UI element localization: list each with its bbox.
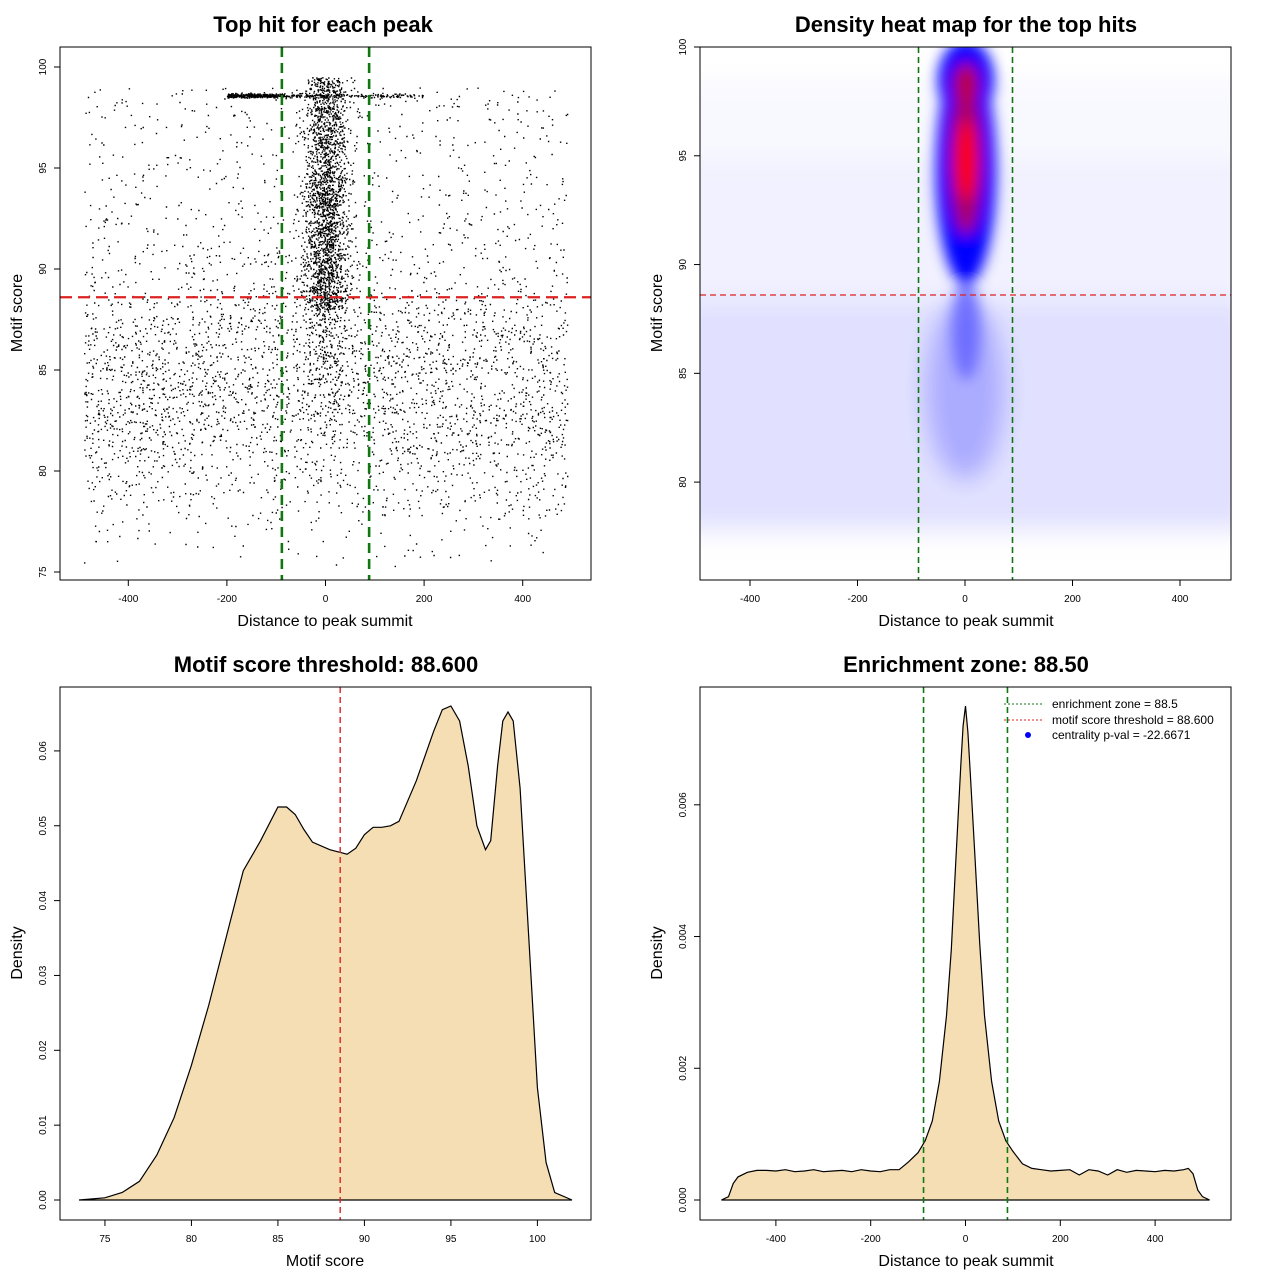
distance-xtick-label-3: 200 bbox=[1052, 1234, 1069, 1245]
heatmap-ytick-label-2: 90 bbox=[678, 259, 689, 271]
score-ytick-label-6: 0.06 bbox=[38, 741, 49, 761]
distance-density-legend: enrichment zone = 88.5 motif score thres… bbox=[1004, 697, 1214, 742]
scatter-title: Top hit for each peak bbox=[213, 12, 433, 37]
distance-density-ylabel: Density bbox=[649, 926, 666, 979]
scatter-ytick-label-2: 85 bbox=[38, 364, 49, 376]
scatter-ytick-label-4: 95 bbox=[38, 162, 49, 174]
score-density-title: Motif score threshold: 88.600 bbox=[174, 652, 478, 677]
distance-density-guides bbox=[922, 687, 1009, 1220]
scatter-ytick-label-0: 75 bbox=[38, 566, 49, 578]
score-density-xlabel: Motif score bbox=[286, 1253, 364, 1270]
scatter-ytick-label-1: 80 bbox=[38, 465, 49, 477]
heatmap-panel: Density heat map for the top hits -400 -2… bbox=[649, 12, 1232, 630]
scatter-y-axis: 75 80 85 90 95 100 bbox=[38, 58, 60, 578]
scatter-point-cloud bbox=[84, 77, 569, 568]
distance-xtick-label-2: 0 bbox=[963, 1234, 969, 1245]
score-xtick-label-2: 85 bbox=[272, 1234, 284, 1245]
score-ytick-label-3: 0.03 bbox=[38, 965, 49, 985]
score-density-area bbox=[78, 705, 573, 1201]
score-density-panel: Motif score threshold: 88.600 75 80 85 90 95… bbox=[9, 652, 592, 1270]
scatter-x-axis: -400 -200 0 200 400 bbox=[118, 580, 531, 605]
score-ytick-label-4: 0.04 bbox=[38, 890, 49, 910]
score-xtick-label-1: 80 bbox=[186, 1234, 198, 1245]
score-density-frame bbox=[59, 686, 592, 1221]
distance-ytick-label-2: 0.004 bbox=[678, 924, 689, 949]
scatter-xlabel: Distance to peak summit bbox=[237, 613, 413, 630]
distance-xtick-label-4: 400 bbox=[1147, 1234, 1164, 1245]
heatmap-ytick-label-1: 85 bbox=[678, 367, 689, 379]
heatmap-xtick-label-4: 400 bbox=[1172, 594, 1189, 605]
distance-ytick-label-0: 0.000 bbox=[678, 1187, 689, 1212]
legend-point-pval bbox=[1025, 732, 1031, 738]
score-xtick-label-5: 100 bbox=[529, 1234, 546, 1245]
distance-density-area bbox=[721, 705, 1210, 1201]
heatmap-core-density bbox=[936, 47, 996, 380]
distance-xtick-label-0: -400 bbox=[766, 1234, 786, 1245]
score-xtick-label-3: 90 bbox=[359, 1234, 371, 1245]
heatmap-x-axis: -400 -200 0 200 400 bbox=[740, 580, 1189, 605]
scatter-xtick-label-4: 400 bbox=[514, 594, 531, 605]
legend-label-enrichment: enrichment zone = 88.5 bbox=[1052, 697, 1178, 711]
heatmap-y-axis: 80 85 90 95 100 bbox=[678, 38, 700, 488]
heatmap-ytick-label-3: 95 bbox=[678, 150, 689, 162]
scatter-guides bbox=[60, 47, 591, 580]
scatter-xtick-label-3: 200 bbox=[416, 594, 433, 605]
distance-density-y-axis: 0.000 0.002 0.004 0.006 bbox=[678, 792, 700, 1213]
distance-ytick-label-3: 0.006 bbox=[678, 792, 689, 817]
score-ytick-label-0: 0.00 bbox=[38, 1190, 49, 1210]
heatmap-ytick-label-0: 80 bbox=[678, 476, 689, 488]
score-xtick-label-4: 95 bbox=[445, 1234, 457, 1245]
score-density-x-axis: 75 80 85 90 95 100 bbox=[99, 1220, 546, 1245]
heatmap-xtick-label-3: 200 bbox=[1064, 594, 1081, 605]
scatter-xtick-label-0: -400 bbox=[118, 594, 138, 605]
distance-density-title: Enrichment zone: 88.50 bbox=[843, 652, 1089, 677]
scatter-panel: Top hit for each peak -400 -200 0 200 400 75… bbox=[9, 12, 592, 630]
legend-label-threshold: motif score threshold = 88.600 bbox=[1052, 713, 1214, 727]
scatter-ylabel: Motif score bbox=[9, 274, 26, 352]
heatmap-title: Density heat map for the top hits bbox=[795, 12, 1137, 37]
legend-label-pval: centrality p-val = -22.6671 bbox=[1052, 728, 1191, 742]
heatmap-ylabel: Motif score bbox=[649, 274, 666, 352]
heatmap-xtick-label-0: -400 bbox=[740, 594, 760, 605]
score-ytick-label-1: 0.01 bbox=[38, 1115, 49, 1135]
scatter-ytick-label-3: 90 bbox=[38, 263, 49, 275]
scatter-xtick-label-1: -200 bbox=[217, 594, 237, 605]
scatter-xtick-label-2: 0 bbox=[323, 594, 329, 605]
distance-density-panel: Enrichment zone: 88.50 -400 -200 0 200 400 0… bbox=[649, 652, 1232, 1270]
score-density-y-axis: 0.00 0.01 0.02 0.03 0.04 0.05 0.06 bbox=[38, 741, 60, 1210]
scatter-points bbox=[84, 77, 569, 568]
score-ytick-label-5: 0.05 bbox=[38, 816, 49, 836]
heatmap-density bbox=[700, 47, 1231, 580]
distance-density-x-axis: -400 -200 0 200 400 bbox=[766, 1220, 1164, 1245]
heatmap-xtick-label-2: 0 bbox=[962, 594, 968, 605]
heatmap-guides bbox=[700, 47, 1231, 580]
distance-ytick-label-1: 0.002 bbox=[678, 1055, 689, 1080]
distance-density-xlabel: Distance to peak summit bbox=[878, 1253, 1054, 1270]
heatmap-xlabel: Distance to peak summit bbox=[878, 613, 1054, 630]
heatmap-ytick-label-4: 100 bbox=[678, 38, 689, 55]
score-density-ylabel: Density bbox=[9, 926, 26, 979]
heatmap-xtick-label-1: -200 bbox=[847, 594, 867, 605]
score-xtick-label-0: 75 bbox=[99, 1234, 111, 1245]
scatter-ytick-label-5: 100 bbox=[38, 58, 49, 75]
score-ytick-label-2: 0.02 bbox=[38, 1040, 49, 1060]
distance-xtick-label-1: -200 bbox=[861, 1234, 881, 1245]
